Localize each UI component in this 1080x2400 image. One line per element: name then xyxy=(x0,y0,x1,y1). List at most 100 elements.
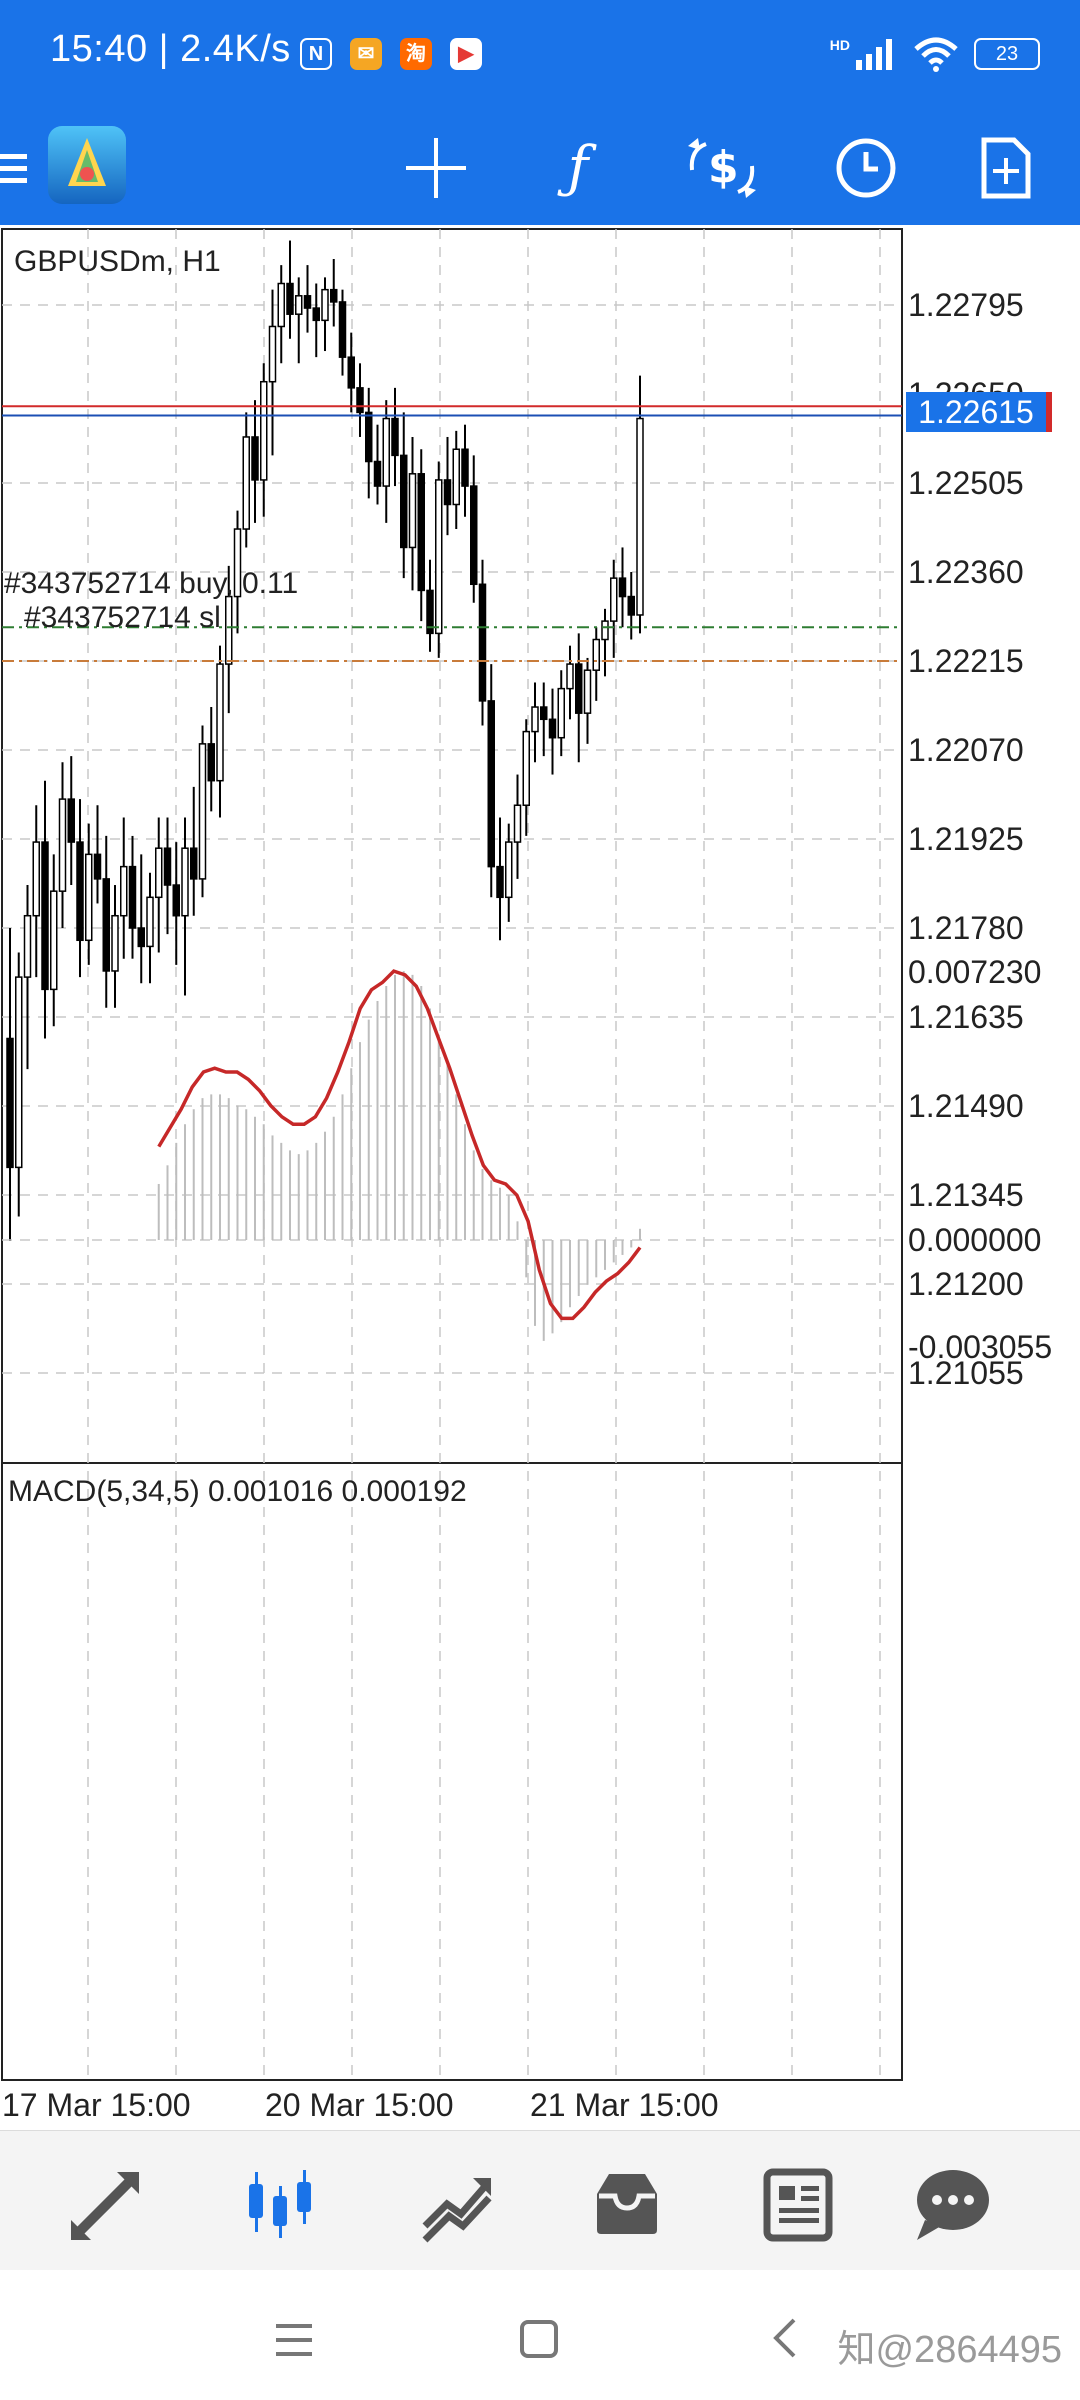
status-time: 15:40 | 2.4K/s xyxy=(50,28,291,70)
candle xyxy=(557,670,565,757)
home-icon[interactable] xyxy=(518,2318,562,2367)
time-axis-label: 20 Mar 15:00 xyxy=(265,2087,454,2123)
bull-candle-body xyxy=(242,436,250,530)
candle xyxy=(6,928,14,1242)
hamburger-menu-icon[interactable] xyxy=(0,132,32,204)
macd-tick-label: 0.007230 xyxy=(908,954,1041,990)
bear-candle-body xyxy=(251,436,259,481)
bear-candle-body xyxy=(443,479,452,506)
candle xyxy=(540,682,548,757)
bear-candle-body xyxy=(478,583,487,702)
candle xyxy=(155,817,163,953)
order-line-label[interactable]: #343752714 buy, 0.11 xyxy=(4,567,299,600)
bull-candle-body xyxy=(435,479,443,635)
bear-candle-body xyxy=(426,589,434,635)
price-tick-label: 1.21200 xyxy=(908,1266,1024,1302)
bull-candle-body xyxy=(155,847,163,899)
macd-tick-label: 0.000000 xyxy=(908,1222,1041,1258)
indicators-icon[interactable]: ƒ xyxy=(567,135,589,200)
candle xyxy=(277,265,285,364)
candle xyxy=(181,817,189,996)
quotes-nav-icon[interactable] xyxy=(62,2159,152,2249)
price-lines xyxy=(2,405,902,662)
bull-candle-body xyxy=(321,288,329,322)
candle xyxy=(128,835,137,959)
price-tick-label: 1.22215 xyxy=(908,643,1024,679)
system-navigation-bar xyxy=(0,2270,1080,2400)
candle xyxy=(382,400,390,523)
candle xyxy=(417,449,425,622)
bear-candle-body xyxy=(417,473,425,592)
bull-candle-body xyxy=(85,853,93,942)
wifi-icon xyxy=(914,37,958,72)
bottom-navigation xyxy=(0,2130,1080,2271)
watermark-text: 知@2864495 xyxy=(837,2329,1062,2371)
battery-icon: 23 xyxy=(974,38,1040,70)
bull-candle-body xyxy=(50,890,58,991)
candle xyxy=(102,835,110,1008)
macd-signal-line xyxy=(157,969,642,1321)
candle xyxy=(461,424,469,517)
bull-candle-body xyxy=(58,798,67,892)
candle xyxy=(23,885,32,1070)
template-icon[interactable] xyxy=(970,132,1042,204)
bear-candle-body xyxy=(207,743,215,782)
bull-candle-body xyxy=(23,914,32,978)
recent-apps-icon[interactable] xyxy=(272,2320,316,2365)
candle xyxy=(548,688,557,775)
svg-text:$: $ xyxy=(708,142,739,193)
news-nav-icon[interactable] xyxy=(752,2159,842,2249)
battery-level: 23 xyxy=(995,42,1019,65)
candle xyxy=(443,436,452,536)
bear-candle-body xyxy=(347,356,355,389)
sl-line-label[interactable]: #343752714 sl xyxy=(24,601,221,634)
candle xyxy=(391,387,399,487)
candle xyxy=(225,565,233,714)
video-app-icon: ▶ xyxy=(450,38,482,70)
candle xyxy=(163,817,172,935)
trade-nav-icon[interactable] xyxy=(412,2159,502,2249)
symbol-timeframe-label: GBPUSDm, H1 xyxy=(14,245,221,278)
candle xyxy=(592,627,600,701)
candle xyxy=(531,682,539,763)
bear-candle-body xyxy=(373,460,382,487)
timeframe-clock-icon[interactable] xyxy=(830,132,902,204)
trade-icon[interactable]: $ xyxy=(686,132,758,204)
candle xyxy=(496,817,504,941)
status-indicators: HD 23 xyxy=(830,34,1040,74)
history-nav-icon[interactable] xyxy=(582,2159,672,2249)
bull-candle-body xyxy=(505,841,513,899)
bull-candle-body xyxy=(181,847,189,917)
bull-candle-body xyxy=(382,417,390,487)
chart-area[interactable]: 1.22795 1.22505 1.22360 1.22215 1.22070 1.219… xyxy=(0,225,1080,2130)
price-chart[interactable]: 1.22795 1.22505 1.22360 1.22215 1.22070 1.219… xyxy=(0,225,1080,2130)
candle xyxy=(435,461,443,658)
back-icon[interactable] xyxy=(770,2316,800,2367)
chart-nav-icon[interactable] xyxy=(236,2159,326,2249)
bear-candle-body xyxy=(338,301,347,358)
bull-candle-body xyxy=(522,730,530,806)
candle xyxy=(627,572,635,640)
bull-candle-body xyxy=(216,663,224,782)
app-toolbar: ƒ $ xyxy=(0,110,1080,225)
bull-candle-body xyxy=(198,743,207,880)
candle xyxy=(32,805,40,978)
hd-label: HD xyxy=(829,37,850,53)
price-tick-label: 1.21925 xyxy=(908,821,1024,857)
bull-candle-body xyxy=(513,804,522,843)
crosshair-icon[interactable] xyxy=(400,132,472,204)
price-tick-label: 1.21055 xyxy=(908,1355,1024,1391)
bull-candle-body xyxy=(557,687,565,739)
bull-candle-body xyxy=(610,577,618,622)
chat-nav-icon[interactable] xyxy=(908,2159,998,2249)
bull-candle-body xyxy=(636,417,644,616)
bear-candle-body xyxy=(461,448,469,487)
candle xyxy=(426,559,434,652)
metatrader-logo[interactable] xyxy=(44,122,130,208)
status-bar: 15:40 | 2.4K/s N ✉ 淘 ▶ HD 23 xyxy=(0,0,1080,110)
bear-candle-body xyxy=(496,865,504,899)
current-price-value: 1.22615 xyxy=(918,394,1034,430)
candle xyxy=(233,510,242,634)
candle xyxy=(286,240,294,339)
candle xyxy=(513,774,522,879)
